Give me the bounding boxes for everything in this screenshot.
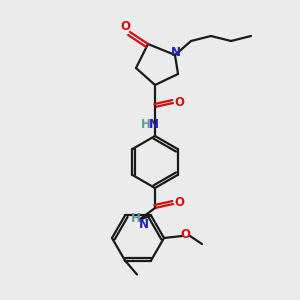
Text: N: N — [139, 218, 149, 230]
Text: N: N — [149, 118, 159, 130]
Text: O: O — [120, 20, 130, 34]
Text: H: H — [141, 118, 151, 130]
Text: O: O — [180, 229, 190, 242]
Text: O: O — [174, 196, 184, 209]
Text: O: O — [174, 95, 184, 109]
Text: N: N — [171, 46, 181, 59]
Text: H: H — [131, 212, 141, 224]
